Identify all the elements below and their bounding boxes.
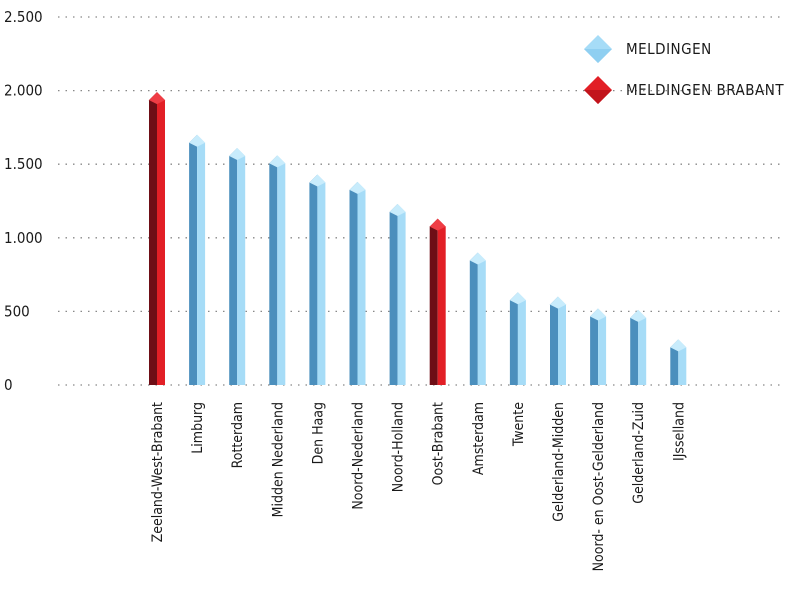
bar-top bbox=[269, 155, 286, 168]
legend-item-meldingen: MELDINGEN bbox=[584, 35, 712, 63]
bar-top bbox=[509, 292, 526, 305]
bar-left-face bbox=[630, 309, 639, 385]
x-tick-label: Noord-Holland bbox=[391, 402, 407, 492]
bar-left-face bbox=[229, 148, 238, 385]
bar-left-face bbox=[309, 174, 318, 385]
bar-top bbox=[550, 296, 566, 309]
bar-left-face bbox=[670, 339, 679, 385]
x-tick-label: Gelderland-Midden bbox=[551, 402, 567, 522]
bar-left-face bbox=[469, 252, 478, 385]
bar bbox=[509, 292, 526, 385]
bar bbox=[269, 155, 286, 385]
bar bbox=[189, 134, 206, 385]
y-tick-label: 1.000 bbox=[4, 229, 43, 247]
bar bbox=[389, 203, 406, 385]
gridlines bbox=[58, 16, 780, 386]
x-tick-label: Gelderland-Zuid bbox=[631, 402, 647, 504]
x-tick-label: Noord- en Oost-Gelderland bbox=[591, 402, 607, 571]
x-tick-label: Amsterdam bbox=[471, 402, 487, 475]
bar bbox=[469, 252, 486, 385]
bar bbox=[309, 174, 326, 385]
bar-top bbox=[349, 181, 366, 194]
x-tick-label: IJsselland bbox=[671, 402, 687, 461]
bar-right-face bbox=[197, 134, 206, 385]
bar-left-face bbox=[189, 134, 198, 385]
bar-left-face bbox=[269, 155, 278, 385]
x-axis: Zeeland-West-Brabant Limburg Rotterdam Midd… bbox=[150, 402, 687, 572]
bars bbox=[149, 92, 687, 386]
x-tick-label: Midden Nederland bbox=[270, 402, 286, 517]
bar-left-face bbox=[349, 181, 358, 385]
bar-right-face bbox=[397, 203, 406, 385]
y-tick-label: 2.500 bbox=[4, 8, 43, 26]
x-tick-label: Oost-Brabant bbox=[431, 402, 447, 485]
legend-marker-meldingen-shade bbox=[584, 49, 612, 63]
bar-top bbox=[189, 134, 206, 147]
bar-left-face bbox=[509, 292, 518, 385]
x-tick-label: Rotterdam bbox=[230, 402, 246, 468]
bar bbox=[229, 148, 246, 385]
x-tick-label: Limburg bbox=[190, 402, 206, 454]
bar-top bbox=[670, 339, 687, 352]
bar-right-face bbox=[437, 218, 446, 385]
y-tick-label: 2.000 bbox=[4, 82, 43, 100]
bar-left-face bbox=[550, 296, 558, 385]
bar-top bbox=[469, 252, 486, 265]
bar bbox=[590, 308, 607, 385]
legend-marker-meldingen-brabant-shade bbox=[584, 90, 612, 104]
y-tick-label: 0 bbox=[4, 376, 13, 394]
bar-left-face bbox=[429, 218, 438, 385]
bar-left-face bbox=[389, 203, 398, 385]
bar-top bbox=[590, 308, 607, 321]
bar-right-face bbox=[157, 92, 165, 386]
bar bbox=[670, 339, 687, 385]
legend-item-meldingen-brabant: MELDINGEN BRABANT bbox=[584, 76, 784, 104]
bar-top bbox=[630, 309, 647, 322]
bar-right-face bbox=[638, 309, 647, 385]
bar-top bbox=[149, 92, 165, 105]
bar-right-face bbox=[357, 181, 366, 385]
x-tick-label: Den Haag bbox=[310, 402, 326, 464]
bar-left-face bbox=[149, 92, 157, 386]
bar bbox=[630, 309, 647, 385]
bar-right-face bbox=[598, 308, 607, 385]
bar bbox=[349, 181, 366, 385]
y-axis: 0 500 1.000 1.500 2.000 2.500 bbox=[4, 8, 43, 394]
bar-top bbox=[229, 148, 246, 161]
bar-right-face bbox=[678, 339, 687, 385]
legend: MELDINGEN MELDINGEN BRABANT bbox=[584, 35, 784, 104]
bar bbox=[149, 92, 165, 386]
x-tick-label: Twente bbox=[511, 402, 527, 447]
legend-label-meldingen-brabant: MELDINGEN BRABANT bbox=[626, 81, 784, 99]
bar-top bbox=[309, 174, 326, 187]
bar-right-face bbox=[558, 296, 566, 385]
bar bbox=[429, 218, 446, 385]
y-tick-label: 500 bbox=[4, 302, 30, 320]
bar-top bbox=[429, 218, 446, 231]
bar-right-face bbox=[517, 292, 526, 385]
legend-label-meldingen: MELDINGEN bbox=[626, 40, 712, 58]
bar-right-face bbox=[237, 148, 246, 385]
bar-top bbox=[389, 203, 406, 216]
bar-left-face bbox=[590, 308, 599, 385]
x-tick-label: Zeeland-West-Brabant bbox=[150, 402, 166, 542]
bar-right-face bbox=[277, 155, 286, 385]
bar-right-face bbox=[317, 174, 326, 385]
bar-right-face bbox=[477, 252, 486, 385]
y-tick-label: 1.500 bbox=[4, 155, 43, 173]
bar bbox=[550, 296, 566, 385]
x-tick-label: Noord-Nederland bbox=[351, 402, 367, 510]
